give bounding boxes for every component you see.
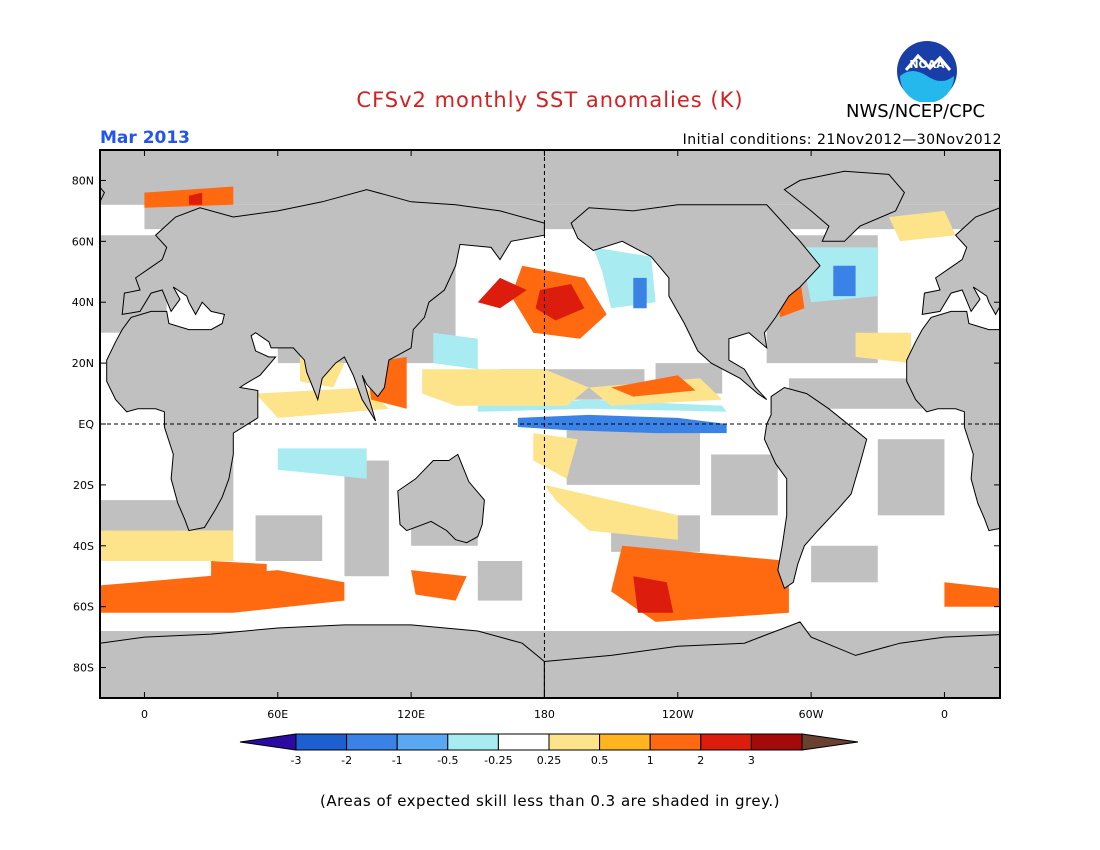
nordic-seas-warm bbox=[888, 210, 956, 242]
greenland-outline bbox=[783, 170, 905, 242]
lat-label: 80S bbox=[73, 662, 94, 675]
colorbar-label: -1 bbox=[392, 754, 403, 767]
colorbar-segment bbox=[700, 733, 752, 751]
lat-label: 40N bbox=[72, 296, 94, 309]
indian-ocean-cold bbox=[277, 448, 367, 479]
colorbar-high-arrow bbox=[801, 733, 859, 751]
east-pacific-warm-core bbox=[611, 375, 696, 397]
colorbar-label: 0.25 bbox=[537, 754, 562, 767]
south-australia-warm bbox=[411, 570, 467, 601]
north-atlantic-cold bbox=[833, 265, 856, 297]
australia-outline bbox=[397, 453, 485, 544]
reference-lines bbox=[100, 150, 1000, 698]
colorbar-segment bbox=[649, 733, 702, 751]
low-skill-area bbox=[877, 439, 945, 516]
south-america-outline bbox=[763, 386, 868, 590]
indian-ocean-warm bbox=[255, 387, 389, 418]
colorbar-label: -3 bbox=[291, 754, 302, 767]
low-skill-area bbox=[477, 561, 523, 601]
logo-text: NOAA bbox=[909, 58, 945, 71]
colorbar-label: 3 bbox=[748, 754, 755, 767]
valid-month: Mar 2013 bbox=[100, 128, 191, 148]
colorbar-segment bbox=[497, 733, 550, 751]
agency-label: NWS/NCEP/CPC bbox=[846, 101, 986, 122]
initial-conditions: Initial conditions: 21Nov2012—30Nov2012 bbox=[682, 132, 1002, 148]
lon-label: 0 bbox=[141, 708, 148, 721]
south-pacific-hot bbox=[633, 576, 674, 613]
lon-label: 60E bbox=[267, 708, 288, 721]
southern-indian-warm bbox=[100, 570, 345, 613]
colorbar-label: 1 bbox=[647, 754, 654, 767]
cold-tongue bbox=[517, 414, 727, 434]
colorbar-segment bbox=[295, 733, 348, 751]
subtropical-atlantic-warm bbox=[855, 332, 912, 364]
colorbar-segment bbox=[447, 733, 499, 751]
lon-label: 120E bbox=[397, 708, 425, 721]
colorbar-segment bbox=[396, 733, 449, 751]
south-atlantic-warm-light bbox=[100, 530, 234, 561]
lat-label: 60S bbox=[73, 601, 94, 614]
left-mask bbox=[0, 90, 100, 758]
low-skill-area bbox=[566, 430, 700, 485]
low-skill-area bbox=[811, 545, 878, 583]
colorbar-segment bbox=[599, 733, 651, 751]
kuroshio-hot bbox=[477, 277, 527, 309]
north-pacific-cold bbox=[633, 277, 647, 309]
north-pacific-hot bbox=[535, 284, 585, 321]
barents-warm bbox=[144, 186, 234, 208]
colorbar-label: -0.5 bbox=[437, 754, 458, 767]
lat-label: EQ bbox=[78, 418, 94, 431]
west-pacific-cold bbox=[433, 332, 478, 370]
colorbar-segment bbox=[548, 733, 601, 751]
colorbar-segment bbox=[346, 733, 398, 751]
lon-label: 60W bbox=[799, 708, 824, 721]
colorbar-label: 2 bbox=[697, 754, 704, 767]
lon-label: 0 bbox=[941, 708, 948, 721]
lat-label: 80N bbox=[72, 174, 94, 187]
south-atlantic-warm bbox=[944, 582, 1000, 607]
colorbar: -3 -2 -1 -0.5 -0.25 0.25 0.5 1 2 3 bbox=[239, 733, 859, 767]
low-skill-area bbox=[344, 460, 389, 577]
west-pacific-warm bbox=[422, 369, 589, 406]
colorbar-label: -0.25 bbox=[484, 754, 512, 767]
right-mask bbox=[1000, 90, 1100, 758]
lat-label: 20N bbox=[72, 357, 94, 370]
lat-label: 20S bbox=[73, 479, 94, 492]
lat-label: 60N bbox=[72, 235, 94, 248]
south-pacific-warm-light bbox=[544, 484, 678, 540]
north-america-outline bbox=[570, 204, 821, 401]
colorbar-label: 0.5 bbox=[591, 754, 609, 767]
colorbar-low-arrow bbox=[239, 733, 297, 751]
low-skill-area bbox=[711, 454, 778, 516]
lon-label: 180 bbox=[534, 708, 555, 721]
continent-outlines bbox=[0, 170, 1100, 699]
anomaly-fields bbox=[100, 186, 1000, 622]
barents-hot bbox=[188, 192, 203, 205]
footnote: (Areas of expected skill less than 0.3 a… bbox=[320, 792, 780, 810]
agulhas-warm bbox=[211, 561, 267, 583]
map-title: CFSv2 monthly SST anomalies (K) bbox=[356, 88, 744, 112]
colorbar-label: -2 bbox=[341, 754, 352, 767]
low-skill-area bbox=[255, 515, 323, 561]
lon-label: 120W bbox=[662, 708, 694, 721]
map-frame bbox=[0, 90, 1100, 758]
lat-label: 40S bbox=[73, 540, 94, 553]
eurasia-africa-outline bbox=[106, 189, 545, 532]
colorbar-segment bbox=[750, 733, 803, 751]
noaa-logo: NOAA bbox=[897, 41, 957, 102]
axis-labels: 80N 60N 40N 20N EQ 20S 40S 60S 80S 0 60E 120E 180 120… bbox=[72, 150, 1000, 721]
